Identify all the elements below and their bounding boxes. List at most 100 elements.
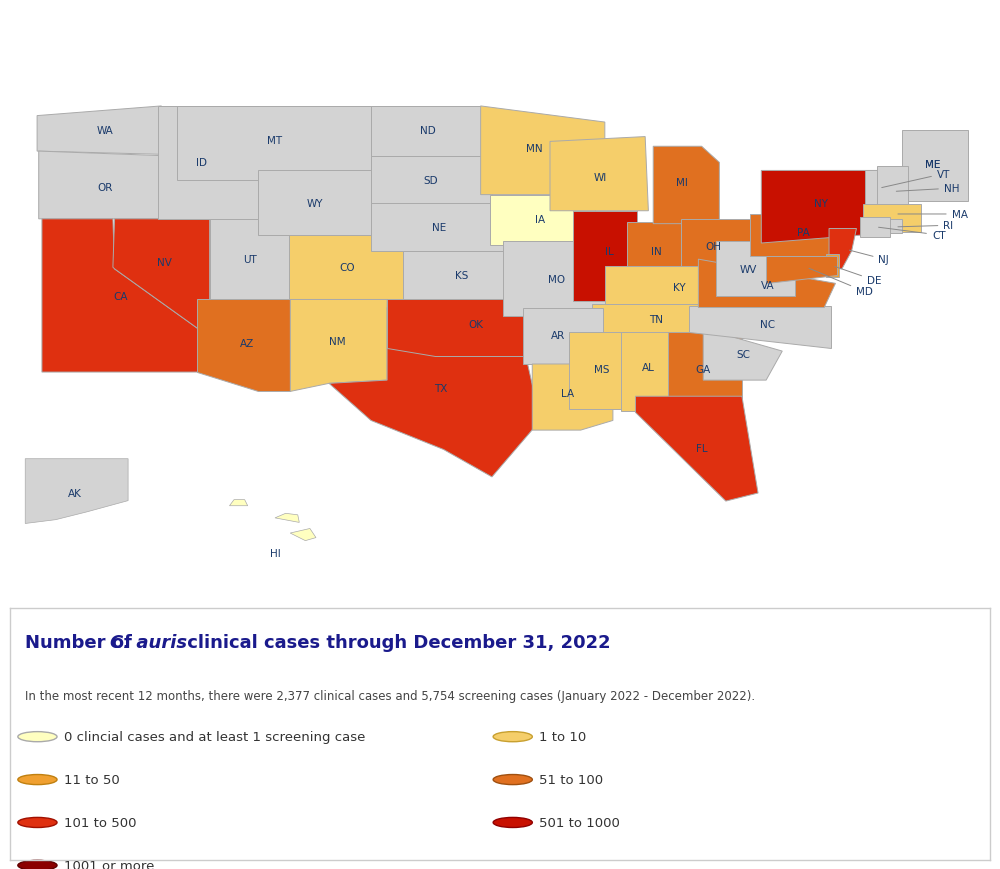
Circle shape [18, 818, 57, 827]
Circle shape [493, 732, 532, 742]
Polygon shape [761, 171, 889, 243]
Text: IA: IA [535, 215, 545, 224]
Polygon shape [37, 107, 161, 156]
Polygon shape [39, 152, 169, 220]
Polygon shape [716, 242, 795, 297]
Polygon shape [860, 218, 890, 237]
Polygon shape [681, 220, 750, 277]
Text: LA: LA [561, 388, 574, 399]
Polygon shape [371, 156, 492, 211]
Polygon shape [177, 107, 371, 181]
Text: VA: VA [761, 281, 775, 290]
Text: MT: MT [267, 136, 282, 146]
Polygon shape [605, 266, 727, 308]
Text: ME: ME [925, 160, 940, 169]
Polygon shape [481, 107, 605, 196]
Polygon shape [210, 220, 290, 300]
Text: Number of: Number of [25, 634, 138, 652]
Text: IN: IN [651, 247, 662, 256]
Polygon shape [863, 205, 921, 233]
Polygon shape [532, 365, 613, 431]
Polygon shape [865, 171, 895, 209]
Polygon shape [290, 529, 316, 541]
Polygon shape [829, 229, 856, 269]
Text: MO: MO [548, 275, 565, 284]
Polygon shape [229, 500, 248, 506]
Polygon shape [889, 220, 902, 234]
Text: HI: HI [270, 548, 280, 558]
Circle shape [18, 860, 57, 869]
Text: OR: OR [97, 182, 113, 192]
Circle shape [18, 732, 57, 742]
Polygon shape [290, 300, 387, 392]
Text: MA: MA [898, 209, 968, 220]
Polygon shape [158, 107, 258, 220]
Polygon shape [403, 252, 523, 300]
Text: clinical cases through December 31, 2022: clinical cases through December 31, 2022 [181, 634, 610, 652]
Polygon shape [573, 211, 637, 302]
Text: 501 to 1000: 501 to 1000 [539, 816, 620, 829]
Circle shape [18, 774, 57, 785]
Text: ND: ND [420, 126, 435, 136]
Polygon shape [766, 256, 837, 284]
Text: NM: NM [329, 337, 345, 347]
Text: AZ: AZ [240, 339, 254, 348]
Text: CA: CA [114, 292, 128, 302]
Text: VT: VT [882, 169, 950, 189]
Polygon shape [490, 196, 595, 245]
Text: MD: MD [809, 269, 873, 297]
Polygon shape [569, 332, 627, 409]
Text: C. auris: C. auris [110, 634, 187, 652]
Text: OK: OK [468, 319, 483, 329]
Text: 101 to 500: 101 to 500 [64, 816, 136, 829]
Text: 0 clincial cases and at least 1 screening case: 0 clincial cases and at least 1 screenin… [64, 730, 365, 743]
Polygon shape [42, 220, 200, 373]
Polygon shape [329, 308, 540, 477]
Text: NE: NE [432, 222, 446, 233]
Text: AK: AK [68, 488, 82, 499]
Text: PA: PA [797, 228, 810, 237]
Text: SD: SD [423, 176, 438, 186]
Text: ⚕: ⚕ [855, 553, 870, 581]
Text: 1001 or more: 1001 or more [64, 859, 154, 869]
Text: In the most recent 12 months, there were 2,377 clinical cases and 5,754 screenin: In the most recent 12 months, there were… [25, 689, 755, 702]
Polygon shape [113, 220, 210, 331]
Polygon shape [25, 459, 128, 524]
Polygon shape [902, 131, 968, 202]
Polygon shape [371, 107, 481, 156]
Text: 11 to 50: 11 to 50 [64, 773, 120, 786]
Polygon shape [197, 300, 290, 392]
Text: WI: WI [593, 173, 607, 182]
Text: NV: NV [157, 258, 172, 268]
Text: ID: ID [196, 158, 207, 169]
Text: AR: AR [551, 330, 565, 341]
Text: KS: KS [455, 271, 468, 281]
Text: NC: NC [760, 319, 775, 329]
Polygon shape [877, 166, 908, 209]
Text: NY: NY [814, 198, 828, 209]
Text: MN: MN [526, 143, 542, 154]
Text: WA: WA [96, 126, 113, 136]
Text: SC: SC [737, 350, 751, 360]
Text: WV: WV [740, 264, 757, 275]
Text: RI: RI [898, 221, 953, 231]
Polygon shape [289, 235, 403, 300]
Polygon shape [550, 137, 648, 211]
Polygon shape [371, 203, 511, 252]
Text: ME: ME [925, 160, 940, 169]
Polygon shape [621, 332, 679, 411]
Text: MI: MI [676, 177, 688, 188]
Polygon shape [635, 397, 758, 501]
Polygon shape [668, 332, 742, 407]
Text: CO: CO [339, 263, 355, 273]
Polygon shape [275, 514, 299, 523]
Text: NH: NH [896, 184, 959, 194]
Text: NJ: NJ [849, 251, 889, 265]
Text: WY: WY [306, 198, 323, 209]
Text: DE: DE [835, 267, 881, 286]
Circle shape [493, 818, 532, 827]
Text: GA: GA [696, 364, 711, 375]
Text: 1 to 10: 1 to 10 [539, 730, 586, 743]
Text: CDC: CDC [891, 555, 945, 579]
Text: FL: FL [696, 443, 707, 454]
